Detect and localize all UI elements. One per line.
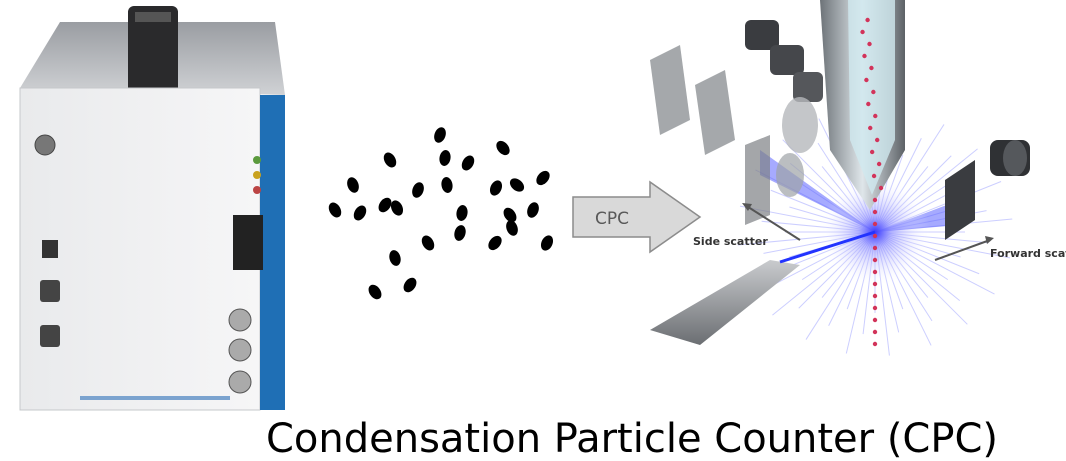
particle (527, 202, 539, 218)
particle (390, 200, 404, 216)
fitting (228, 308, 252, 332)
droplet (872, 305, 878, 311)
particle (439, 150, 451, 166)
port (40, 280, 60, 302)
particle (456, 205, 468, 221)
particle (389, 250, 401, 266)
droplet (864, 77, 869, 83)
particle (347, 177, 359, 193)
laser (650, 260, 800, 345)
particle (328, 202, 342, 218)
lens (793, 72, 823, 102)
droplet (872, 317, 878, 323)
side-scatter-label: Side scatter (693, 235, 768, 248)
droplet (869, 149, 875, 155)
detector (945, 160, 975, 240)
device-label (80, 396, 230, 400)
arrow (572, 180, 702, 254)
particle (368, 284, 382, 300)
nozzle-inner (848, 0, 895, 195)
slit (695, 70, 735, 155)
pointer (934, 239, 991, 261)
fitting (228, 370, 252, 394)
device (19, 6, 285, 411)
droplet (878, 185, 884, 191)
handle (128, 6, 178, 94)
particle (503, 207, 517, 223)
lens (745, 20, 779, 50)
droplet (872, 281, 878, 287)
forward-scatter-label: Forward scatter (990, 247, 1066, 260)
droplets (860, 17, 884, 347)
knob (34, 134, 56, 156)
lens (782, 97, 818, 153)
led (253, 156, 261, 164)
droplet (872, 221, 878, 227)
droplet (872, 233, 878, 239)
droplet (872, 329, 878, 335)
droplet (862, 53, 867, 59)
droplet (871, 173, 877, 179)
particle (383, 152, 397, 168)
droplet (872, 257, 878, 263)
droplet (872, 209, 878, 215)
power-socket (233, 215, 263, 270)
droplet (871, 89, 876, 95)
droplet (865, 17, 870, 23)
particle (421, 235, 435, 251)
laser-beam (779, 230, 876, 264)
blue-stripe (260, 95, 285, 410)
droplet (873, 113, 878, 119)
particle (412, 182, 424, 198)
led (253, 186, 261, 194)
droplet (875, 137, 880, 143)
particle (488, 235, 502, 251)
droplet (872, 293, 878, 299)
particle (540, 235, 554, 251)
droplet (860, 29, 865, 35)
particle (509, 178, 525, 192)
pointer-head (985, 236, 994, 244)
device-front (19, 87, 261, 411)
droplet (872, 341, 878, 347)
droplet (866, 101, 871, 107)
droplet (872, 197, 878, 203)
droplet (872, 245, 878, 251)
particle (506, 220, 518, 236)
droplet (867, 41, 872, 47)
port (42, 240, 58, 258)
particle (378, 197, 392, 213)
caption: Condensation Particle Counter (CPC) (266, 416, 998, 461)
particle (489, 180, 503, 196)
droplet (868, 125, 873, 131)
pointer-head (742, 203, 752, 211)
lens (776, 153, 804, 197)
droplet (876, 161, 882, 167)
lens (1003, 140, 1027, 176)
particle (434, 127, 446, 143)
particle (536, 170, 550, 186)
optics: Side scatter Forward scatter (650, 0, 1066, 356)
droplet (872, 269, 878, 275)
fitting (228, 338, 252, 362)
mirror (745, 135, 770, 225)
slit (650, 45, 690, 135)
particles (328, 127, 554, 300)
particle (403, 277, 417, 293)
lens (770, 45, 804, 75)
particle (454, 225, 466, 241)
particle (461, 155, 475, 171)
arrow-label: CPC (595, 209, 629, 229)
port (40, 325, 60, 347)
particle (496, 140, 510, 156)
handle-detail (135, 12, 171, 22)
droplet (869, 65, 874, 71)
pointer (744, 204, 801, 241)
particle (353, 205, 367, 221)
led (253, 171, 261, 179)
particle (441, 177, 453, 193)
